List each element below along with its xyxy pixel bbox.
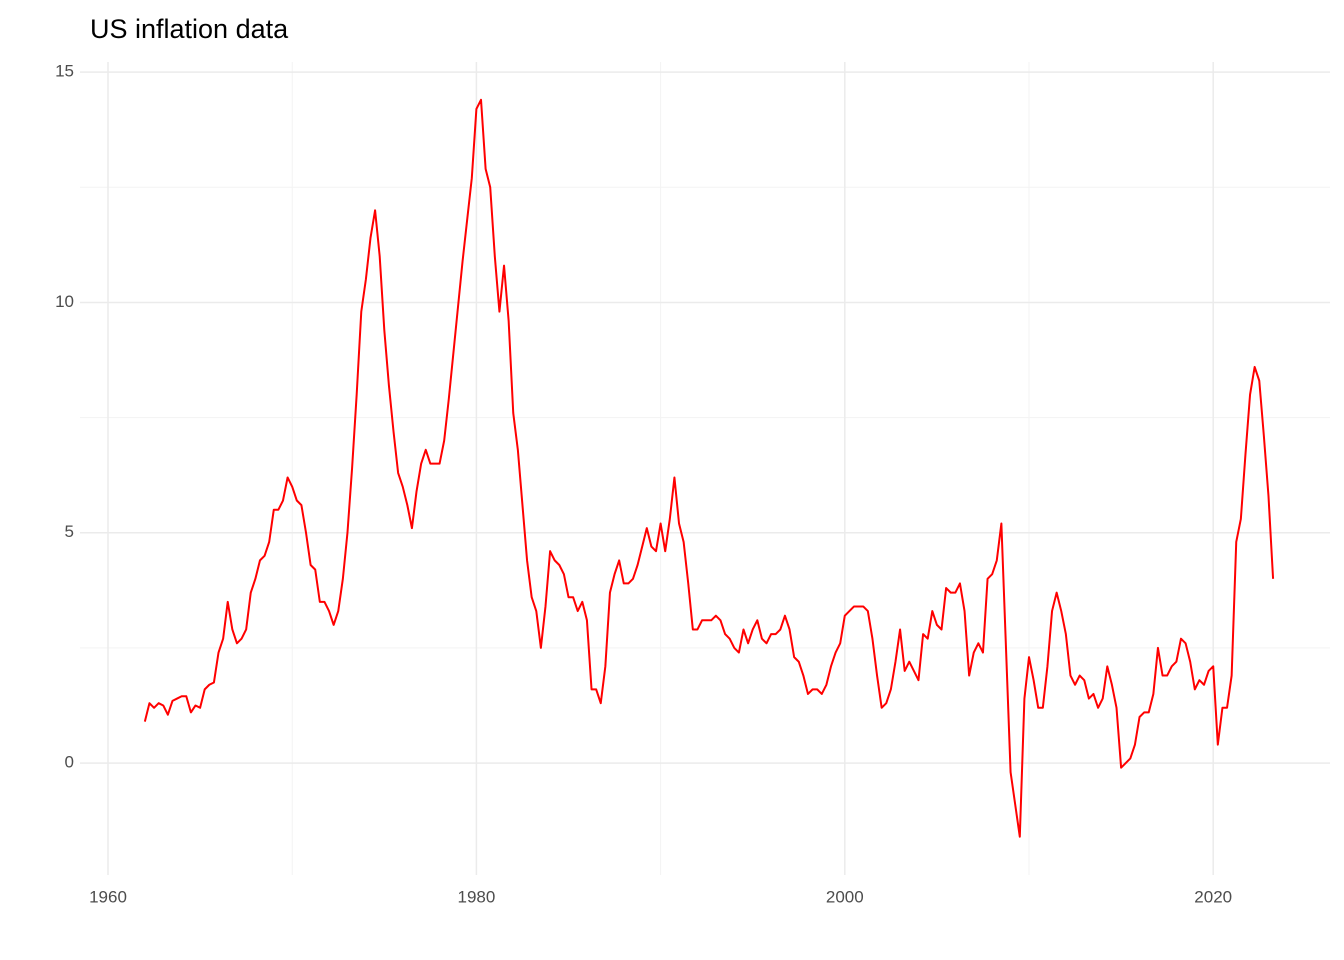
y-tick-label: 5 [65,522,74,541]
y-tick-label: 10 [55,292,74,311]
grid [80,62,1330,875]
y-tick-label: 0 [65,753,74,772]
chart-title: US inflation data [90,14,289,44]
y-tick-label: 15 [55,62,74,81]
x-tick-label: 2020 [1194,887,1232,906]
x-tick-label: 1960 [89,887,127,906]
x-tick-label: 2000 [826,887,864,906]
x-tick-label: 1980 [457,887,495,906]
line [143,98,1275,838]
